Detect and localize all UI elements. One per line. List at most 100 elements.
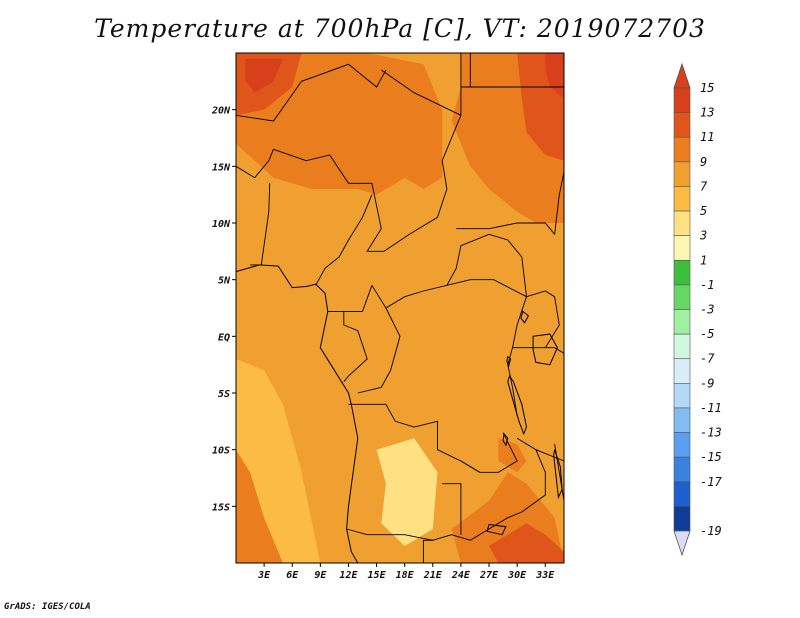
lake-malawi [553, 449, 563, 500]
border-gabon-congo [343, 311, 368, 382]
coastline-gulf-of-guinea [236, 264, 359, 563]
lat-tick-label: EQ [218, 332, 230, 343]
lat-tick-label: 5S [218, 389, 230, 400]
lake-albert [520, 310, 530, 324]
border-nigeria-cameroon [315, 194, 373, 286]
border-mozambique-tanzania [535, 449, 564, 462]
color-legend: 15 13 11 9 7 5 3 1 -1 -3 -5 -7 -9 -11 -13 -15 -17 -19 [673, 62, 722, 557]
legend-swatch [673, 358, 691, 384]
border-uganda-kenya [526, 290, 560, 348]
border-tanzania-kenya [512, 347, 564, 354]
lat-tick-label: 20N [211, 106, 231, 117]
lake-victoria [532, 333, 558, 366]
grads-credit: GrADS: IGES/COLA [4, 602, 91, 612]
coastline-layer [236, 264, 359, 563]
legend-label: 7 [700, 179, 708, 193]
legend-label: 5 [700, 204, 707, 218]
lon-tick-label: 27E [479, 570, 499, 581]
lat-tick-label: 15S [212, 502, 230, 513]
legend-swatch [673, 210, 691, 236]
legend-swatch [673, 333, 691, 360]
lon-tick-label: 9E [314, 570, 327, 581]
legend-swatch [673, 456, 691, 483]
legend-label: -7 [700, 352, 715, 366]
border-zambia-malawi-moz [516, 437, 546, 513]
border-drc-zambia [460, 432, 518, 473]
legend-label: -9 [700, 376, 714, 390]
border-angola-zambia [442, 483, 462, 535]
legend-label: 15 [700, 81, 714, 95]
border-nigeria-north-benin [250, 183, 271, 266]
lon-tick-label: 15E [368, 570, 387, 581]
legend-swatch [673, 161, 691, 187]
legend-swatch [673, 235, 691, 261]
border-drc-angola [348, 403, 480, 473]
legend-bottom-triangle [673, 530, 691, 557]
border-mali-niger-algeria [236, 148, 372, 184]
lon-tick-label: 3E [257, 570, 271, 581]
map-title: Temperature at 700hPa [C], VT: 201907270… [94, 14, 706, 43]
lat-tick-label: 10S [212, 446, 230, 457]
lake-kariba [486, 523, 507, 536]
lat-tick-label: 5N [218, 276, 231, 287]
legend-label: -17 [700, 475, 722, 489]
legend-swatch [673, 186, 691, 212]
lake-mweru [502, 432, 509, 447]
temp-region-south-atlantic-warm [236, 449, 283, 563]
lon-tick-label: 24E [451, 570, 471, 581]
lon-tick-label: 30E [507, 570, 527, 581]
legend-label: -3 [700, 303, 714, 317]
legend-swatch [673, 112, 691, 138]
lakes-layer [486, 310, 563, 536]
border-chad-west [366, 183, 385, 252]
legend-swatch [673, 136, 691, 163]
legend-swatch [673, 259, 691, 286]
legend-swatch [673, 284, 691, 310]
lon-tick-label: 21E [423, 570, 443, 581]
lake-tanganyika [507, 374, 528, 436]
border-sahara-north [236, 63, 387, 122]
map-axes: 20N 15N 10N 5N EQ 5S 10S 15S 3E 6E 9E 12E 15E 18E 21E 2… [211, 106, 555, 581]
legend-top-triangle [673, 62, 691, 89]
lat-tick-label: 15N [212, 162, 231, 173]
lon-tick-label: 18E [396, 570, 415, 581]
legend-label: -1 [700, 278, 714, 292]
border-sudan-south-sudan [456, 222, 555, 235]
border-car-south-sudan [446, 233, 527, 297]
legend-swatch [673, 383, 691, 409]
legend-swatch [673, 432, 691, 458]
country-borders-layer [236, 53, 564, 563]
border-angola-namibia [346, 528, 452, 541]
border-drc-uganda-rwanda [507, 296, 527, 416]
legend-label: -19 [700, 524, 722, 538]
temp-region-nw-hot-core [245, 58, 283, 93]
border-southern-border [422, 539, 433, 563]
border-chad-libya [381, 69, 462, 116]
temp-region-lake-zone-warm [498, 438, 527, 473]
border-cameroon-gabon [327, 285, 373, 312]
legend-label: 11 [700, 130, 714, 144]
lake-kivu [506, 355, 512, 368]
legend-label: -11 [700, 401, 722, 415]
lon-tick-label: 12E [339, 570, 358, 581]
legend-swatch [673, 506, 691, 532]
temp-region-west-coast-band [236, 359, 321, 563]
legend-label: 9 [700, 155, 707, 169]
border-congo-drc [357, 307, 401, 394]
border-ethiopia-west [554, 171, 564, 235]
legend-label: -13 [700, 426, 722, 440]
border-zambia-zimbabwe [451, 511, 522, 541]
lon-tick-label: 6E [286, 570, 299, 581]
border-car-drc [371, 279, 527, 309]
legend-swatch [673, 481, 691, 507]
legend-label: -5 [700, 327, 714, 341]
temp-region-mozambique-hot [489, 523, 564, 563]
legend-label: 1 [700, 253, 707, 267]
lon-tick-label: 33E [535, 570, 555, 581]
temp-region-angola-cool [376, 438, 438, 546]
legend-swatch [673, 309, 691, 335]
legend-label: 13 [700, 106, 714, 120]
legend-label: -15 [700, 450, 722, 464]
legend-swatch [673, 407, 691, 433]
